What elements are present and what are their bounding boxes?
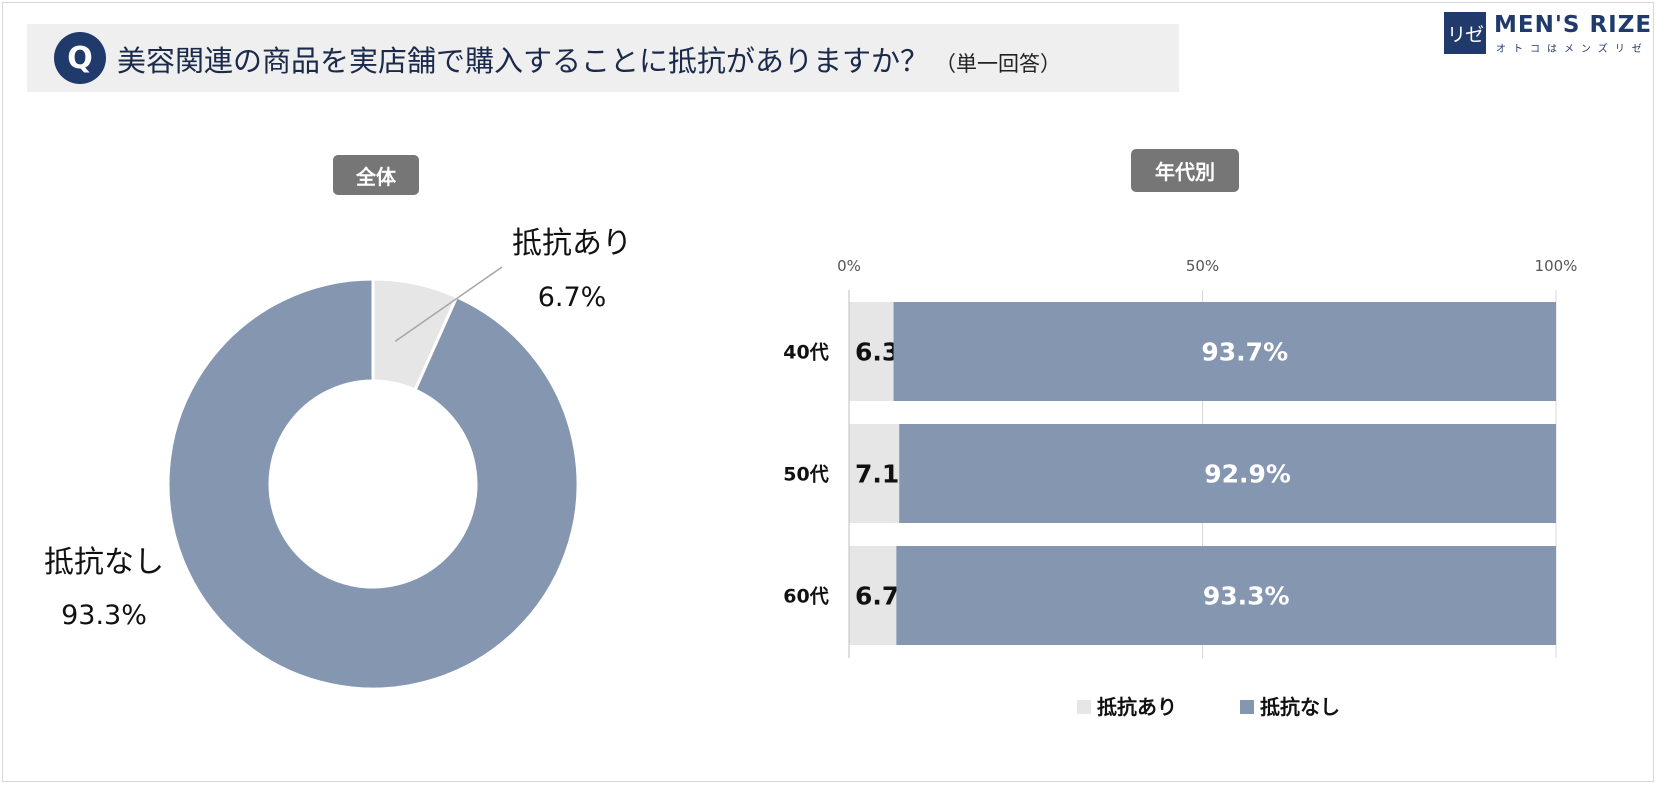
donut-value-no: 93.3% (61, 600, 147, 631)
bar-title-pill: 年代別 (1131, 149, 1239, 192)
question-note: （単一回答） (935, 52, 1062, 76)
bar-x-tick: 100% (1535, 257, 1578, 275)
bar-segment (899, 424, 1556, 523)
bar-segment (849, 424, 900, 523)
legend-label: 抵抗あり (1097, 695, 1177, 719)
donut-slice (166, 277, 580, 691)
bar-x-tick: 50% (1186, 257, 1219, 275)
logo-name: MEN'S RIZE (1494, 12, 1653, 38)
bar-category-label: 50代 (783, 464, 828, 486)
bar-segment (893, 302, 1556, 401)
brand-logo: リゼ MEN'S RIZE オトコはメンズリゼ (1444, 12, 1651, 55)
logo-badge: リゼ (1444, 12, 1486, 54)
question-bar: Q 美容関連の商品を実店舗で購入することに抵抗がありますか？ （単一回答） (27, 24, 1179, 92)
q-badge: Q (54, 32, 106, 84)
legend-label: 抵抗なし (1260, 695, 1340, 719)
bar-value-label: 93.7% (1201, 338, 1288, 367)
legend-swatch (1077, 700, 1091, 714)
bar-segment (849, 302, 894, 401)
bar-segment (896, 546, 1556, 645)
question-text: 美容関連の商品を実店舗で購入することに抵抗がありますか？ （単一回答） (117, 38, 1061, 80)
bar-value-label: 92.9% (1204, 460, 1291, 489)
bar-category-label: 40代 (783, 342, 828, 364)
donut-leader-line (394, 266, 503, 343)
question-main: 美容関連の商品を実店舗で購入することに抵抗がありますか？ (117, 44, 930, 78)
donut-label-no: 抵抗なし (44, 545, 164, 580)
donut-title-pill: 全体 (333, 155, 419, 195)
bar-segment (849, 546, 897, 645)
donut-label-yes: 抵抗あり (512, 226, 632, 261)
donut-value-yes: 6.7% (538, 282, 607, 313)
logo-subtitle: オトコはメンズリゼ (1496, 44, 1649, 55)
bar-x-tick: 0% (837, 257, 861, 275)
bar-category-label: 60代 (783, 586, 828, 608)
bar-value-label: 93.3% (1203, 582, 1290, 611)
legend-swatch (1240, 700, 1254, 714)
